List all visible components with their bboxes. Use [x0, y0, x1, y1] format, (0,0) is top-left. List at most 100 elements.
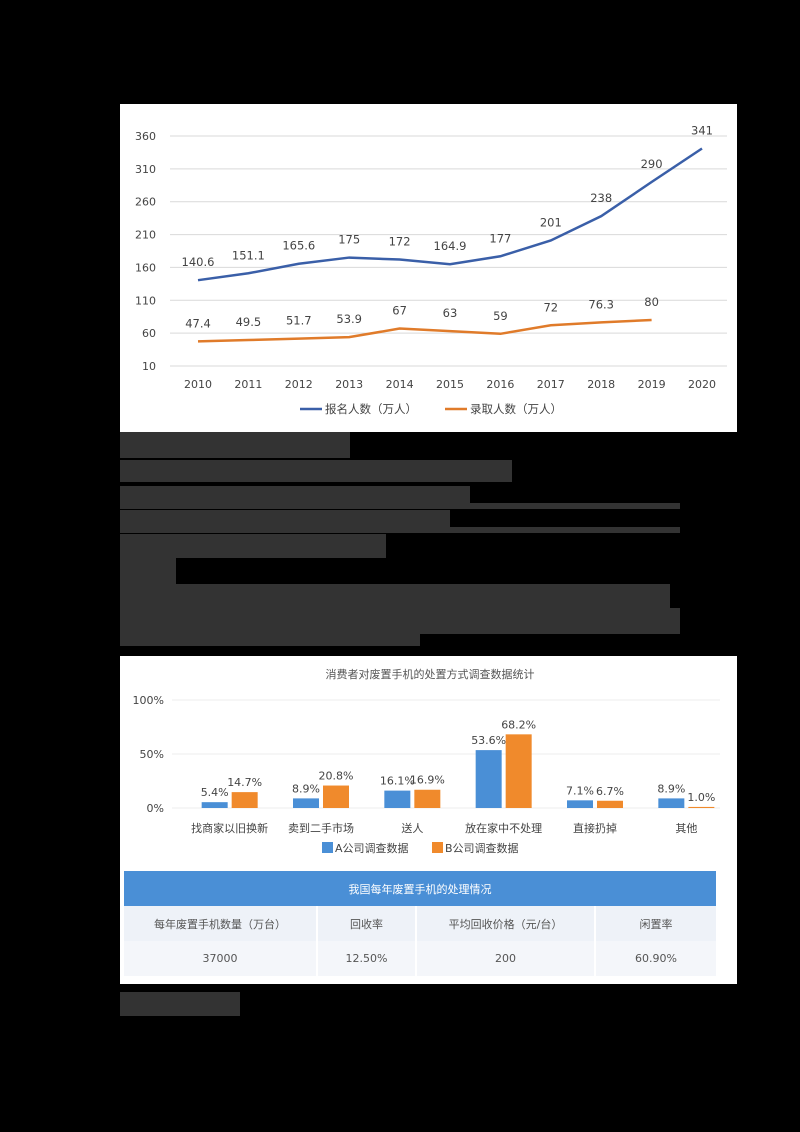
redacted-line: [120, 527, 680, 533]
redacted-line: [120, 534, 386, 558]
table-header-cell: 每年废置手机数量（万台）: [124, 906, 318, 941]
x-tick-label: 2013: [335, 378, 363, 391]
legend-swatch: [432, 842, 443, 853]
bar: [384, 790, 411, 808]
data-label: 72: [543, 300, 558, 314]
data-label: 5.4%: [201, 786, 229, 799]
y-tick-label: 110: [135, 294, 156, 307]
data-label: 53.6%: [471, 734, 506, 747]
bar: [414, 789, 441, 808]
x-tick-label: 2016: [486, 378, 514, 391]
data-label: 16.1%: [380, 775, 415, 788]
x-tick-label: 2015: [436, 378, 464, 391]
data-label: 164.9: [434, 239, 467, 253]
data-label: 8.9%: [657, 782, 685, 795]
legend-label: B公司调查数据: [445, 841, 519, 855]
data-label: 7.1%: [566, 784, 594, 797]
data-label: 172: [389, 235, 411, 249]
y-tick-label: 260: [135, 196, 156, 209]
data-label: 177: [489, 231, 511, 245]
x-tick-label: 2017: [537, 378, 565, 391]
data-label: 49.5: [236, 315, 262, 329]
y-tick-label: 360: [135, 130, 156, 143]
table-header-row: 每年废置手机数量（万台） 回收率 平均回收价格（元/台） 闲置率: [124, 906, 718, 941]
redacted-line: [120, 486, 470, 508]
y-tick-label: 310: [135, 163, 156, 176]
x-tick-label: 送人: [401, 821, 423, 835]
y-tick-label: 60: [142, 327, 156, 340]
table-row: 37000 12.50% 200 60.90%: [124, 941, 718, 976]
y-tick-label: 10: [142, 360, 156, 373]
data-label: 238: [590, 191, 612, 205]
redacted-line: [120, 608, 680, 634]
legend-label: A公司调查数据: [335, 841, 409, 855]
data-label: 16.9%: [410, 774, 445, 787]
x-tick-label: 放在家中不处理: [465, 821, 542, 835]
data-label: 51.7: [286, 314, 312, 328]
redacted-line: [120, 432, 350, 458]
y-tick-label: 160: [135, 261, 156, 274]
data-label: 140.6: [182, 255, 215, 269]
data-label: 67: [392, 304, 407, 318]
bar: [475, 750, 502, 808]
x-tick-label: 2010: [184, 378, 212, 391]
data-label: 80: [644, 295, 659, 309]
bar: [323, 785, 349, 808]
legend-label: 报名人数（万人）: [325, 402, 417, 416]
bar: [658, 798, 685, 808]
line-chart: 10 60 110 160 210 260 310 360 2010 2011 2012 2013 20…: [135, 123, 727, 416]
data-label: 76.3: [588, 297, 614, 311]
x-tick-label: 直接扔掉: [573, 821, 617, 835]
data-label: 53.9: [336, 312, 362, 326]
table-cell: 200: [416, 941, 596, 976]
data-label: 59: [493, 309, 508, 323]
table-cell: 37000: [124, 941, 318, 976]
data-label: 6.7%: [596, 785, 624, 798]
bar-chart: 消费者对废置手机的处置方式调查数据统计 0% 50% 100% 5.4%14.7% 找商家…: [133, 667, 720, 855]
legend-label: 录取人数（万人）: [470, 402, 562, 416]
legend-swatch: [322, 842, 333, 853]
bar: [201, 802, 228, 808]
data-label: 1.0%: [687, 791, 715, 804]
line-chart-panel: 10 60 110 160 210 260 310 360 2010 2011 2012 2013 20…: [120, 104, 737, 432]
redacted-line: [120, 460, 512, 482]
table-header-cell: 回收率: [317, 906, 417, 941]
data-label: 8.9%: [292, 782, 320, 795]
x-tick-label: 2014: [386, 378, 414, 391]
redacted-line: [120, 558, 176, 584]
data-label: 63: [443, 306, 458, 320]
redacted-line: [120, 992, 240, 1016]
x-tick-label: 2011: [234, 378, 262, 391]
table-header-cell: 平均回收价格（元/台）: [416, 906, 596, 941]
bar: [505, 734, 532, 808]
redacted-line: [120, 630, 420, 646]
x-tick-label: 找商家以旧换新: [191, 821, 268, 835]
data-label: 165.6: [282, 239, 315, 253]
data-label: 341: [691, 123, 713, 137]
redacted-line: [120, 510, 450, 532]
x-tick-label: 卖到二手市场: [288, 821, 354, 835]
x-tick-label: 其他: [675, 822, 697, 835]
data-label: 175: [338, 233, 360, 247]
y-tick-label: 100%: [133, 694, 164, 707]
table-cell: 60.90%: [595, 941, 718, 976]
bar-chart-panel: 消费者对废置手机的处置方式调查数据统计 0% 50% 100% 5.4% 14.7% 找商家…: [120, 656, 737, 984]
x-tick-label: 2020: [688, 378, 716, 391]
x-tick-label: 2018: [587, 378, 615, 391]
y-tick-label: 50%: [140, 748, 164, 761]
data-label: 290: [641, 157, 663, 171]
data-label: 47.4: [185, 316, 211, 330]
data-label: 201: [540, 215, 562, 229]
y-tick-label: 0%: [147, 802, 164, 815]
table-title: 我国每年废置手机的处理情况: [124, 871, 718, 906]
bar: [567, 800, 593, 808]
data-label: 20.8%: [319, 770, 354, 783]
disposal-table: 我国每年废置手机的处理情况 每年废置手机数量（万台） 回收率 平均回收价格（元/…: [124, 871, 718, 976]
data-label: 68.2%: [501, 718, 536, 731]
redacted-line: [120, 584, 670, 610]
data-label: 151.1: [232, 248, 265, 262]
bar: [293, 798, 319, 808]
x-tick-label: 2012: [285, 378, 313, 391]
table-cell: 12.50%: [317, 941, 417, 976]
table-header-cell: 闲置率: [595, 906, 718, 941]
